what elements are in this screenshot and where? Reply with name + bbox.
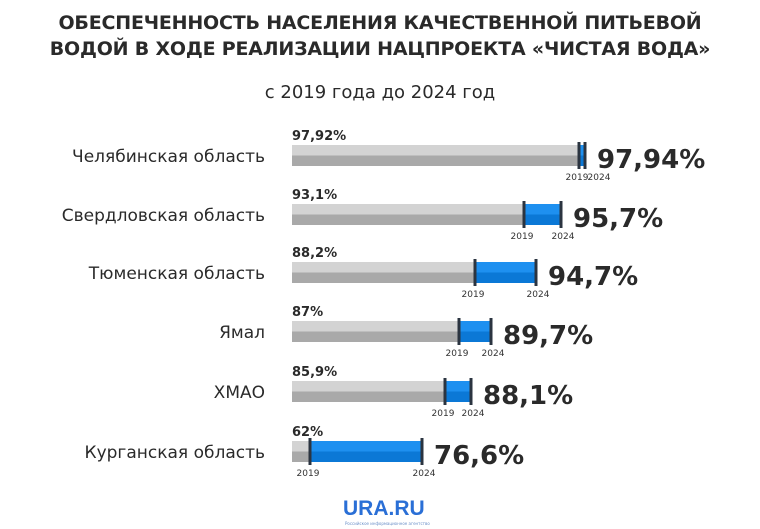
- bar-growth-bottom: [475, 272, 536, 283]
- category-label: Тюменская область: [88, 264, 265, 284]
- logo-tagline: Российское информационное агентство: [345, 521, 430, 526]
- bar-growth-top: [475, 262, 536, 273]
- year-label-2019: 2019: [432, 409, 455, 419]
- end-value-label: 89,7%: [503, 321, 593, 351]
- year-label-2024: 2024: [527, 290, 550, 300]
- start-value-label: 85,9%: [292, 365, 337, 380]
- category-label: Курганская область: [85, 443, 265, 463]
- marker-2019: [473, 259, 477, 286]
- marker-2024: [583, 142, 587, 169]
- bar-2019-top: [292, 204, 524, 215]
- marker-2019: [522, 201, 526, 228]
- marker-2019: [308, 438, 312, 465]
- year-label-2024: 2024: [552, 232, 575, 242]
- title-line-1: ОБЕСПЕЧЕННОСТЬ НАСЕЛЕНИЯ КАЧЕСТВЕННОЙ ПИ…: [58, 12, 702, 34]
- year-label-2019: 2019: [446, 349, 469, 359]
- bar-growth-top: [445, 381, 471, 392]
- year-label-2024: 2024: [588, 173, 611, 183]
- end-value-label: 88,1%: [483, 381, 573, 411]
- category-label: ХМАО: [214, 383, 265, 403]
- marker-2024: [469, 378, 473, 405]
- bar-2019-bottom: [292, 451, 310, 462]
- bar-growth-bottom: [579, 155, 585, 166]
- marker-2019: [577, 142, 581, 169]
- bar-growth-bottom: [524, 214, 561, 225]
- chart-subtitle: с 2019 года до 2024 год: [264, 82, 496, 103]
- bar-growth-top: [459, 321, 491, 332]
- title-line-2: ВОДОЙ В ХОДЕ РЕАЛИЗАЦИИ НАЦПРОЕКТА «ЧИСТ…: [49, 38, 711, 60]
- year-label-2019: 2019: [511, 232, 534, 242]
- bar-2019-top: [292, 145, 579, 156]
- bar-growth-top: [524, 204, 561, 215]
- bar-2019-bottom: [292, 214, 524, 225]
- marker-2024: [559, 201, 563, 228]
- marker-2019: [443, 378, 447, 405]
- category-label: Ямал: [219, 323, 265, 343]
- end-value-label: 76,6%: [434, 441, 524, 471]
- bar-2019-bottom: [292, 272, 475, 283]
- year-label-2024: 2024: [413, 469, 436, 479]
- chart-title: ОБЕСПЕЧЕННОСТЬ НАСЕЛЕНИЯ КАЧЕСТВЕННОЙ ПИ…: [0, 10, 760, 62]
- bar-2019-bottom: [292, 331, 459, 342]
- year-label-2024: 2024: [482, 349, 505, 359]
- ura-logo: URA.RU: [343, 497, 425, 520]
- year-label-2019: 2019: [462, 290, 485, 300]
- year-label-2024: 2024: [462, 409, 485, 419]
- end-value-label: 95,7%: [573, 204, 663, 234]
- marker-2024: [489, 318, 493, 345]
- year-label-2019: 2019: [297, 469, 320, 479]
- bar-growth-top: [310, 441, 422, 452]
- bar-growth-top: [579, 145, 585, 156]
- category-label: Челябинская область: [72, 147, 265, 167]
- bar-growth-bottom: [459, 331, 491, 342]
- bar-2019-top: [292, 381, 445, 392]
- year-label-2019: 2019: [566, 173, 589, 183]
- bar-2019-bottom: [292, 391, 445, 402]
- start-value-label: 93,1%: [292, 188, 337, 203]
- bar-2019-bottom: [292, 155, 579, 166]
- bar-growth-bottom: [310, 451, 422, 462]
- bar-growth-bottom: [445, 391, 471, 402]
- end-value-label: 94,7%: [548, 262, 638, 292]
- bar-2019-top: [292, 321, 459, 332]
- start-value-label: 87%: [292, 305, 323, 320]
- marker-2024: [534, 259, 538, 286]
- start-value-label: 62%: [292, 425, 323, 440]
- category-label: Свердловская область: [62, 206, 265, 226]
- marker-2024: [420, 438, 424, 465]
- end-value-label: 97,94%: [597, 145, 705, 175]
- bar-2019-top: [292, 262, 475, 273]
- marker-2019: [457, 318, 461, 345]
- bar-2019-top: [292, 441, 310, 452]
- start-value-label: 97,92%: [292, 129, 346, 144]
- start-value-label: 88,2%: [292, 246, 337, 261]
